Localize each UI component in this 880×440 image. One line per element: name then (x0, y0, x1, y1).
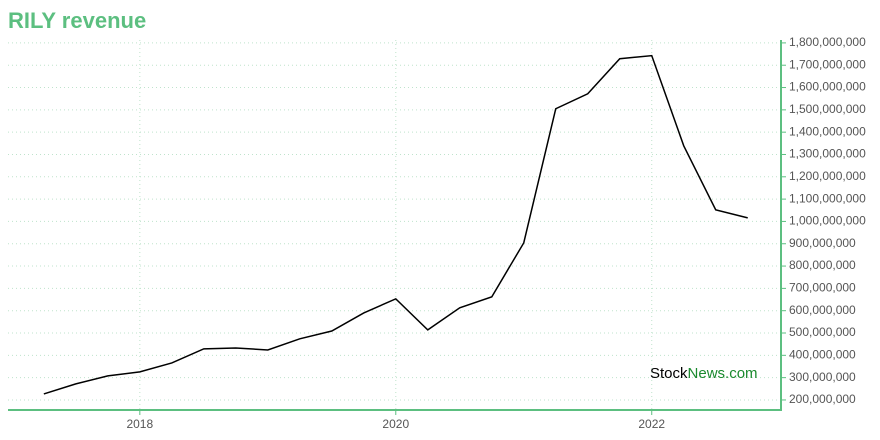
y-tick-label: 1,500,000,000 (789, 102, 866, 116)
y-tick-label: 1,300,000,000 (789, 147, 866, 161)
y-tick-label: 600,000,000 (789, 303, 856, 317)
y-tick-label: 1,000,000,000 (789, 214, 866, 228)
watermark: StockNews.com (650, 365, 758, 382)
y-tick-label: 500,000,000 (789, 325, 856, 339)
y-tick-label: 200,000,000 (789, 392, 856, 406)
y-tick-label: 800,000,000 (789, 258, 856, 272)
y-tick-label: 1,200,000,000 (789, 169, 866, 183)
y-tick-label: 1,100,000,000 (789, 191, 866, 205)
x-tick-label: 2018 (126, 417, 153, 431)
line (43, 54, 748, 395)
y-tick-label: 1,400,000,000 (789, 124, 866, 138)
x-tick-label: 2022 (638, 417, 665, 431)
y-tick-label: 700,000,000 (789, 281, 856, 295)
y-tick-label: 1,700,000,000 (789, 57, 866, 71)
y-tick-label: 400,000,000 (789, 347, 856, 361)
y-tick-label: 1,800,000,000 (789, 35, 866, 49)
y-tick-label: 1,600,000,000 (789, 80, 866, 94)
watermark-suffix: News.com (688, 365, 758, 382)
x-tick-label: 2020 (382, 417, 409, 431)
y-tick-label: 300,000,000 (789, 370, 856, 384)
watermark-brand: Stock (650, 365, 688, 382)
chart-title: RILY revenue (8, 8, 146, 33)
y-tick-label: 900,000,000 (789, 236, 856, 250)
